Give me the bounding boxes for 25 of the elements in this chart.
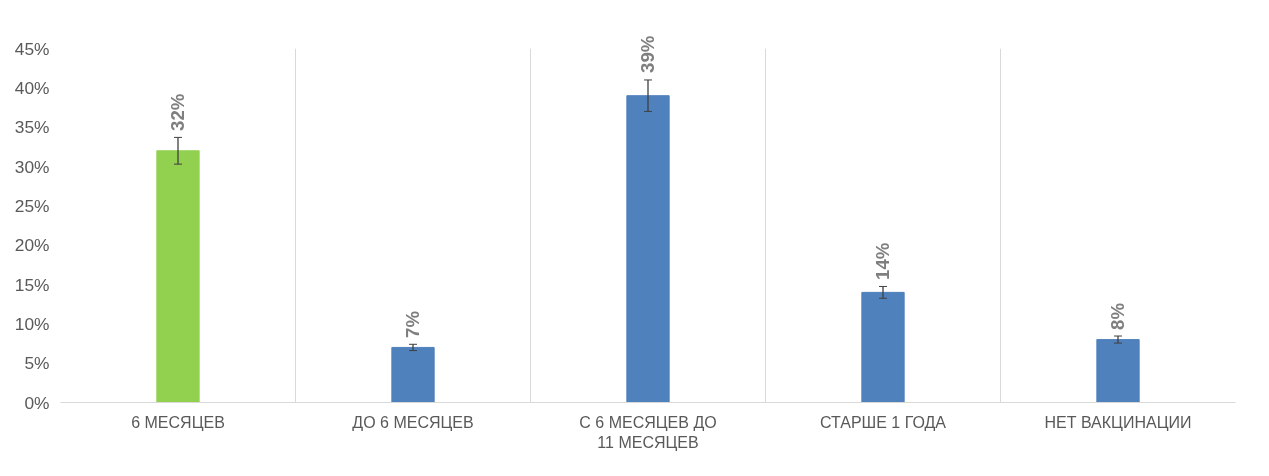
y-tick-label: 10% — [14, 313, 50, 334]
bar — [1096, 339, 1140, 403]
data-label: 14% — [871, 242, 894, 280]
y-tick-label: 20% — [14, 235, 50, 256]
data-label: 39% — [636, 36, 659, 74]
y-tick-label: 30% — [14, 156, 50, 177]
y-tick-label: 45% — [14, 38, 50, 59]
y-tick-label: 0% — [24, 392, 50, 413]
data-label: 7% — [401, 310, 424, 338]
y-tick-label: 15% — [14, 274, 50, 295]
y-tick-label: 35% — [14, 117, 50, 138]
data-label: 8% — [1106, 302, 1129, 330]
x-tick-label: 6 МЕСЯЦЕВ — [131, 413, 225, 431]
y-tick-label: 25% — [14, 195, 50, 216]
x-tick-label: НЕТ ВАКЦИНАЦИИ — [1044, 413, 1192, 431]
x-tick-label: СТАРШЕ 1 ГОДА — [819, 413, 947, 431]
x-tick-label: ДО 6 МЕСЯЦЕВ — [352, 413, 474, 431]
data-label: 32% — [166, 93, 189, 131]
x-tick-label: С 6 МЕСЯЦЕВ ДО 11 МЕСЯЦЕВ — [579, 413, 717, 451]
y-tick-label: 40% — [14, 77, 50, 98]
bar — [391, 346, 435, 403]
bar — [626, 95, 670, 403]
bar — [861, 291, 905, 403]
y-tick-label: 5% — [24, 353, 50, 374]
bar — [156, 150, 200, 403]
